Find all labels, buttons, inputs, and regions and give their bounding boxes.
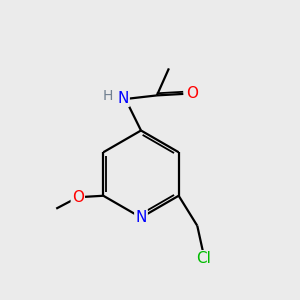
Text: N: N xyxy=(135,210,147,225)
Text: H: H xyxy=(103,89,113,103)
Text: O: O xyxy=(72,190,84,205)
Text: Cl: Cl xyxy=(196,251,211,266)
Text: N: N xyxy=(117,91,129,106)
Text: O: O xyxy=(186,86,198,101)
